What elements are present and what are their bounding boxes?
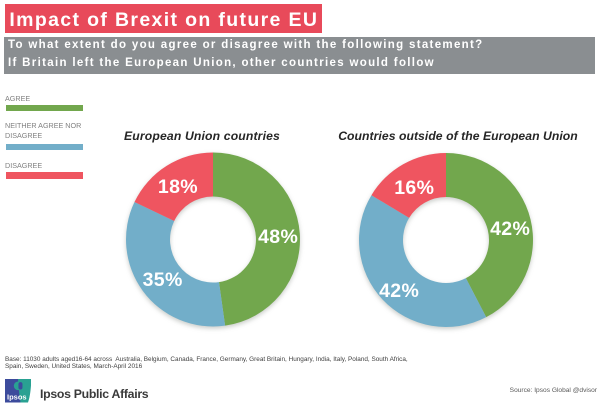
svg-text:Ipsos: Ipsos [7,393,27,402]
